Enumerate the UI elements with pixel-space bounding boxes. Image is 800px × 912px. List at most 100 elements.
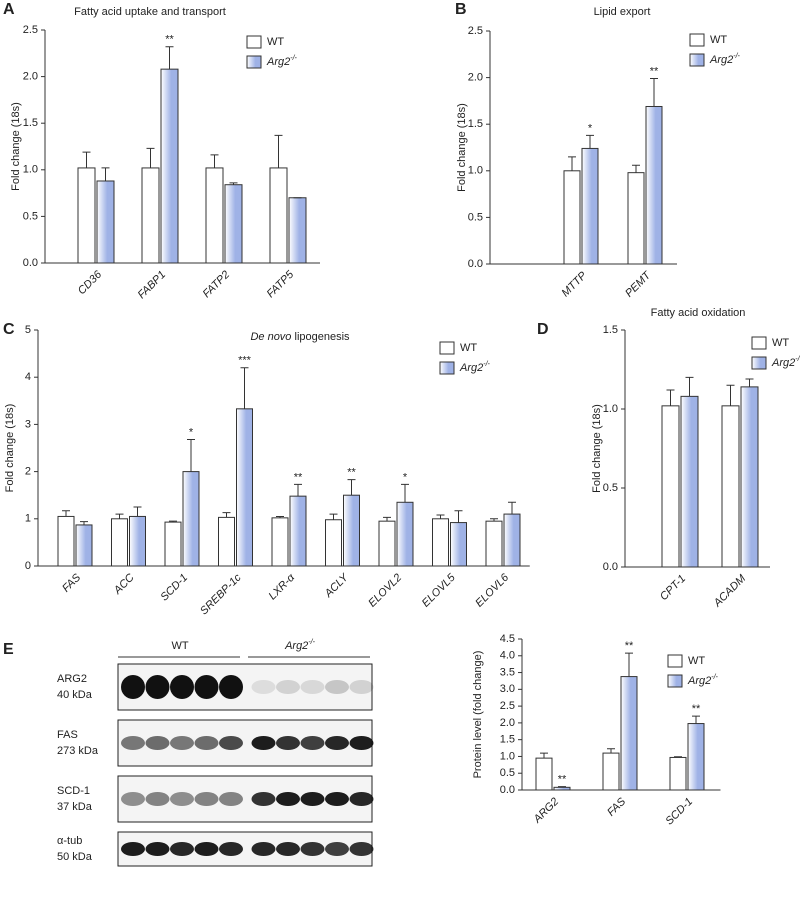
blot-group-label: Arg2-/- (284, 639, 316, 652)
blot-band (325, 680, 349, 694)
y-tick-label: 1.0 (603, 403, 618, 415)
error-bar (568, 156, 576, 171)
bar (503, 513, 521, 567)
error-bar (540, 752, 548, 759)
blot-band (194, 675, 219, 699)
legend-swatch (751, 356, 767, 370)
y-tick-label: 0.0 (468, 258, 483, 270)
blot-band (145, 736, 170, 750)
chart-title: Fatty acid uptake and transport (74, 6, 226, 18)
bar (343, 494, 360, 567)
legend-label: WT (710, 34, 727, 46)
bar (721, 405, 740, 568)
blot-band (349, 680, 374, 694)
bar (740, 386, 759, 568)
title-text: lipogenesis (295, 331, 351, 343)
blot-size: 50 kDa (57, 851, 93, 863)
x-tick-label: ARG2 (531, 796, 561, 826)
blot-band (325, 792, 349, 806)
legend-label: Arg2-/- (687, 674, 719, 687)
error-bar (666, 389, 675, 406)
blot-size: 273 kDa (57, 745, 99, 757)
y-tick-label: 1.0 (468, 165, 483, 177)
significance: ** (294, 471, 303, 483)
blot-band (251, 680, 276, 694)
error-bar (586, 134, 594, 149)
y-tick-label: 2.0 (500, 717, 515, 729)
legend-swatch (667, 654, 683, 668)
bar (680, 395, 699, 568)
bar (129, 515, 146, 567)
legend-superscript: -/- (711, 674, 718, 681)
blot-band (170, 736, 194, 750)
legend-swatch (439, 361, 455, 375)
x-tick-label: SREBP-1c (198, 571, 244, 617)
bar (563, 170, 581, 265)
y-tick-label: 0 (25, 560, 31, 572)
legend-label: Arg2-/- (266, 55, 298, 68)
legend-swatch (246, 55, 262, 69)
bar (271, 517, 289, 567)
legend-swatch (689, 53, 705, 67)
legend-label: Arg2-/- (709, 53, 741, 66)
blot-band (325, 736, 349, 750)
legend-label: WT (267, 36, 284, 48)
legend-label: Arg2-/- (771, 356, 800, 369)
blot-band (276, 736, 300, 750)
y-tick-label: 4 (25, 371, 31, 383)
chart-title: Fatty acid oxidation (651, 307, 746, 319)
significance: ** (650, 65, 659, 77)
error-bar (383, 516, 391, 522)
x-tick-label: FAS (60, 571, 84, 595)
bar (432, 518, 449, 567)
y-tick-label: 2.0 (468, 72, 483, 84)
blot-band (325, 842, 349, 856)
y-tick-label: 5 (25, 324, 31, 336)
blot-band (219, 792, 243, 806)
blot-band (276, 842, 300, 856)
error-bar (133, 506, 142, 517)
blot-band (145, 842, 170, 856)
blot-band (170, 842, 194, 856)
blot-protein: α-tub (57, 835, 82, 847)
blot-band (300, 736, 325, 750)
bar (669, 756, 687, 791)
error-bar (276, 515, 284, 518)
y-tick-label: 4.0 (500, 650, 515, 662)
significance: ** (165, 34, 174, 46)
x-tick-label: LXR-α (267, 571, 298, 602)
y-tick-label: 3.5 (500, 666, 515, 678)
blot-protein: FAS (57, 729, 78, 741)
error-bar (165, 46, 174, 70)
y-axis-label: Protein level (fold change) (472, 651, 484, 779)
y-tick-label: 3 (25, 418, 31, 430)
bar (205, 167, 224, 264)
bar (236, 408, 253, 567)
error-bar (607, 748, 615, 754)
x-tick-label: FABP1 (136, 269, 169, 302)
blot-band (300, 680, 325, 694)
y-tick-label: 3.0 (500, 683, 515, 695)
blot-size: 37 kDa (57, 801, 93, 813)
error-bar (274, 134, 283, 168)
error-bar (82, 151, 91, 168)
y-tick-label: 0.5 (500, 767, 515, 779)
y-tick-label: 2.5 (468, 25, 483, 37)
panel-letter: A (3, 1, 15, 18)
blot-band (251, 792, 276, 806)
y-tick-label: 0.0 (603, 561, 618, 573)
error-bar (329, 513, 338, 520)
panel-letter: C (3, 321, 15, 338)
error-bar (347, 479, 356, 496)
panel-letter: D (537, 321, 549, 338)
y-tick-label: 2 (25, 466, 31, 478)
y-tick-label: 1.5 (500, 734, 515, 746)
error-bar (169, 520, 177, 523)
bar (602, 752, 620, 791)
bar (645, 105, 663, 265)
blot-band (300, 842, 325, 856)
x-tick-label: ELOVL5 (420, 571, 459, 610)
y-axis-label: Fold change (18s) (4, 404, 16, 493)
legend-swatch (439, 341, 455, 355)
x-tick-label: ACLY (322, 571, 351, 600)
